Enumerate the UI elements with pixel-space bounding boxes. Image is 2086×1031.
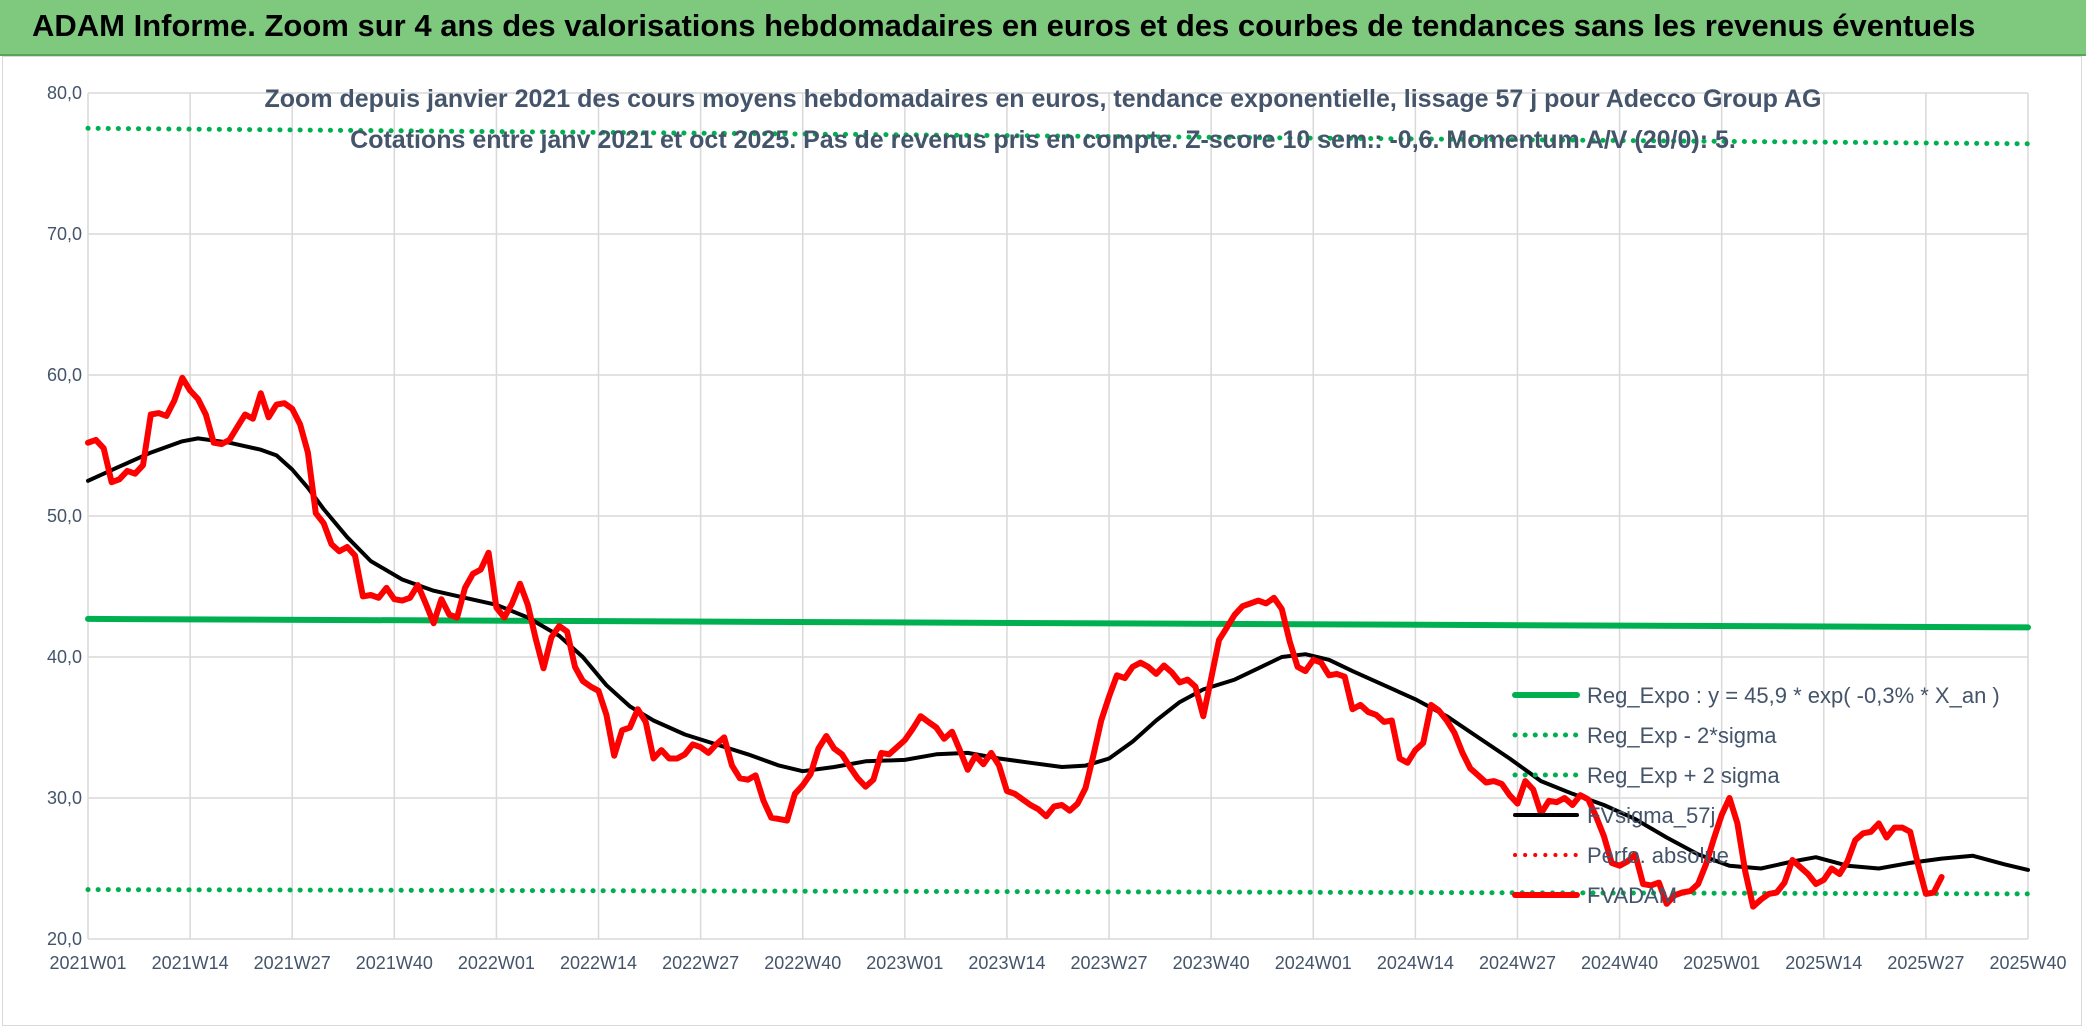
x-tick-label: 2022W40 [764, 953, 841, 973]
x-tick-label: 2024W40 [1581, 953, 1658, 973]
x-tick-label: 2025W14 [1785, 953, 1862, 973]
series-line-5 [85, 374, 1945, 910]
series-line-0 [85, 615, 2031, 631]
series-lines [85, 125, 2031, 910]
grid [87, 92, 2029, 940]
report-title-banner: ADAM Informe. Zoom sur 4 ans des valoris… [0, 0, 2086, 56]
price-chart: 20,030,040,050,060,070,080,0 2021W01 2021… [47, 83, 2067, 973]
x-tick-label: 2021W01 [49, 953, 126, 973]
x-tick-label: 2021W40 [356, 953, 433, 973]
series-line-2 [85, 125, 2031, 147]
x-tick-label: 2024W14 [1377, 953, 1454, 973]
y-tick-label: 40,0 [47, 647, 82, 667]
x-tick-label: 2022W01 [458, 953, 535, 973]
report-title: ADAM Informe. Zoom sur 4 ans des valoris… [32, 8, 1976, 43]
y-tick-label: 50,0 [47, 506, 82, 526]
x-tick-label: 2021W27 [254, 953, 331, 973]
y-tick-label: 30,0 [47, 788, 82, 808]
x-tick-label: 2023W01 [866, 953, 943, 973]
series-line-1 [85, 887, 2031, 897]
chart-subtitle-line2: Cotations entre janv 2021 et oct 2025. P… [350, 126, 1736, 154]
x-tick-label: 2024W27 [1479, 953, 1556, 973]
y-tick-label: 60,0 [47, 365, 82, 385]
y-axis: 20,0 30,0 40,0 50,0 60,0 70,0 80,0 [47, 83, 82, 949]
series-line-3 [86, 436, 2030, 872]
chart-subtitle-line1: Zoom depuis janvier 2021 des cours moyen… [265, 85, 1822, 113]
legend: Reg_Expo : y = 45,9 * exp( -0,3% * X_an … [1512, 683, 2000, 908]
y-tick-label: 70,0 [47, 224, 82, 244]
x-tick-label: 2025W27 [1887, 953, 1964, 973]
x-tick-label: 2021W14 [152, 953, 229, 973]
legend-label: FVsigma_57j [1587, 803, 1715, 828]
x-tick-label: 2022W14 [560, 953, 637, 973]
x-tick-label: 2025W01 [1683, 953, 1760, 973]
legend-label: Reg_Exp - 2*sigma [1587, 723, 1777, 748]
y-tick-label: 80,0 [47, 83, 82, 103]
x-axis: 2021W01 2021W14 2021W27 2021W40 2022W01 2022W… [49, 953, 2066, 973]
legend-label: Reg_Expo : y = 45,9 * exp( -0,3% * X_an … [1587, 683, 2000, 708]
legend-label: Perfo. absolue [1587, 843, 1729, 868]
y-tick-label: 20,0 [47, 929, 82, 949]
x-tick-label: 2023W27 [1071, 953, 1148, 973]
x-tick-label: 2023W14 [968, 953, 1045, 973]
chart-frame: 20,0 30,0 40,0 50,0 60,0 70,0 80,0 2021W01 2021… [2, 56, 2082, 1026]
x-tick-label: 2022W27 [662, 953, 739, 973]
legend-label: Reg_Exp + 2 sigma [1587, 763, 1780, 788]
x-tick-label: 2023W40 [1173, 953, 1250, 973]
legend-label: FVADAM [1587, 883, 1677, 908]
x-tick-label: 2025W40 [1989, 953, 2066, 973]
x-tick-label: 2024W01 [1275, 953, 1352, 973]
